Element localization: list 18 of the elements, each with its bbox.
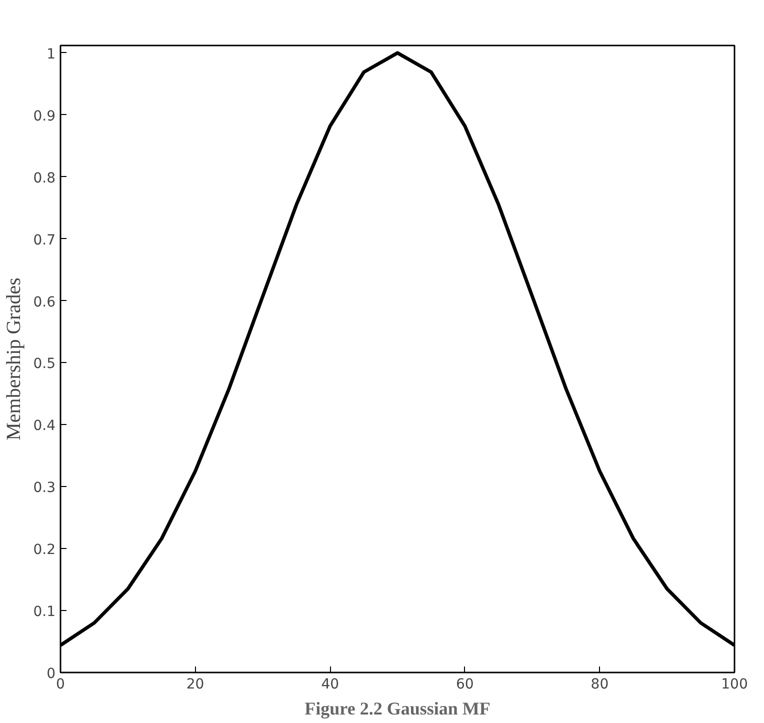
- y-tick-label: 0: [46, 666, 56, 682]
- y-tick-label: 0.9: [33, 108, 56, 124]
- y-tick-label: 0.4: [33, 418, 56, 434]
- x-tick-label: 100: [721, 676, 748, 692]
- y-tick-label: 0.5: [33, 356, 56, 372]
- caption: Figure 2.2 Gaussian MF: [304, 698, 490, 718]
- y-tick-label: 0.8: [33, 170, 56, 186]
- y-tick-label: 0.1: [33, 604, 56, 620]
- y-axis-title: Membership Grades: [3, 277, 26, 440]
- y-tick-label: 0.6: [33, 294, 56, 310]
- x-tick-label: 80: [590, 676, 609, 692]
- y-tick-label: 0.3: [33, 480, 56, 496]
- y-tick-label: 0.7: [33, 232, 56, 248]
- x-tick-label: 40: [321, 676, 340, 692]
- x-tick-label: 60: [456, 676, 474, 692]
- y-tick-label: 0.2: [33, 542, 56, 558]
- x-tick-label: 20: [186, 676, 204, 692]
- y-tick-label: 1: [46, 46, 56, 62]
